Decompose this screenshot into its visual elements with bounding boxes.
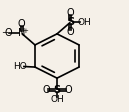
Text: OH: OH <box>50 95 64 104</box>
Text: O: O <box>67 27 74 37</box>
Text: S: S <box>67 17 74 27</box>
Text: S: S <box>53 85 61 95</box>
Text: −: − <box>2 28 9 38</box>
Text: O: O <box>64 85 72 95</box>
Text: O: O <box>18 19 25 29</box>
Text: +: + <box>22 28 28 34</box>
Text: O: O <box>67 8 74 18</box>
Text: HO: HO <box>13 62 27 71</box>
Text: OH: OH <box>77 18 91 27</box>
Text: O: O <box>42 85 50 95</box>
Text: N: N <box>18 28 25 38</box>
Text: O: O <box>4 28 12 38</box>
